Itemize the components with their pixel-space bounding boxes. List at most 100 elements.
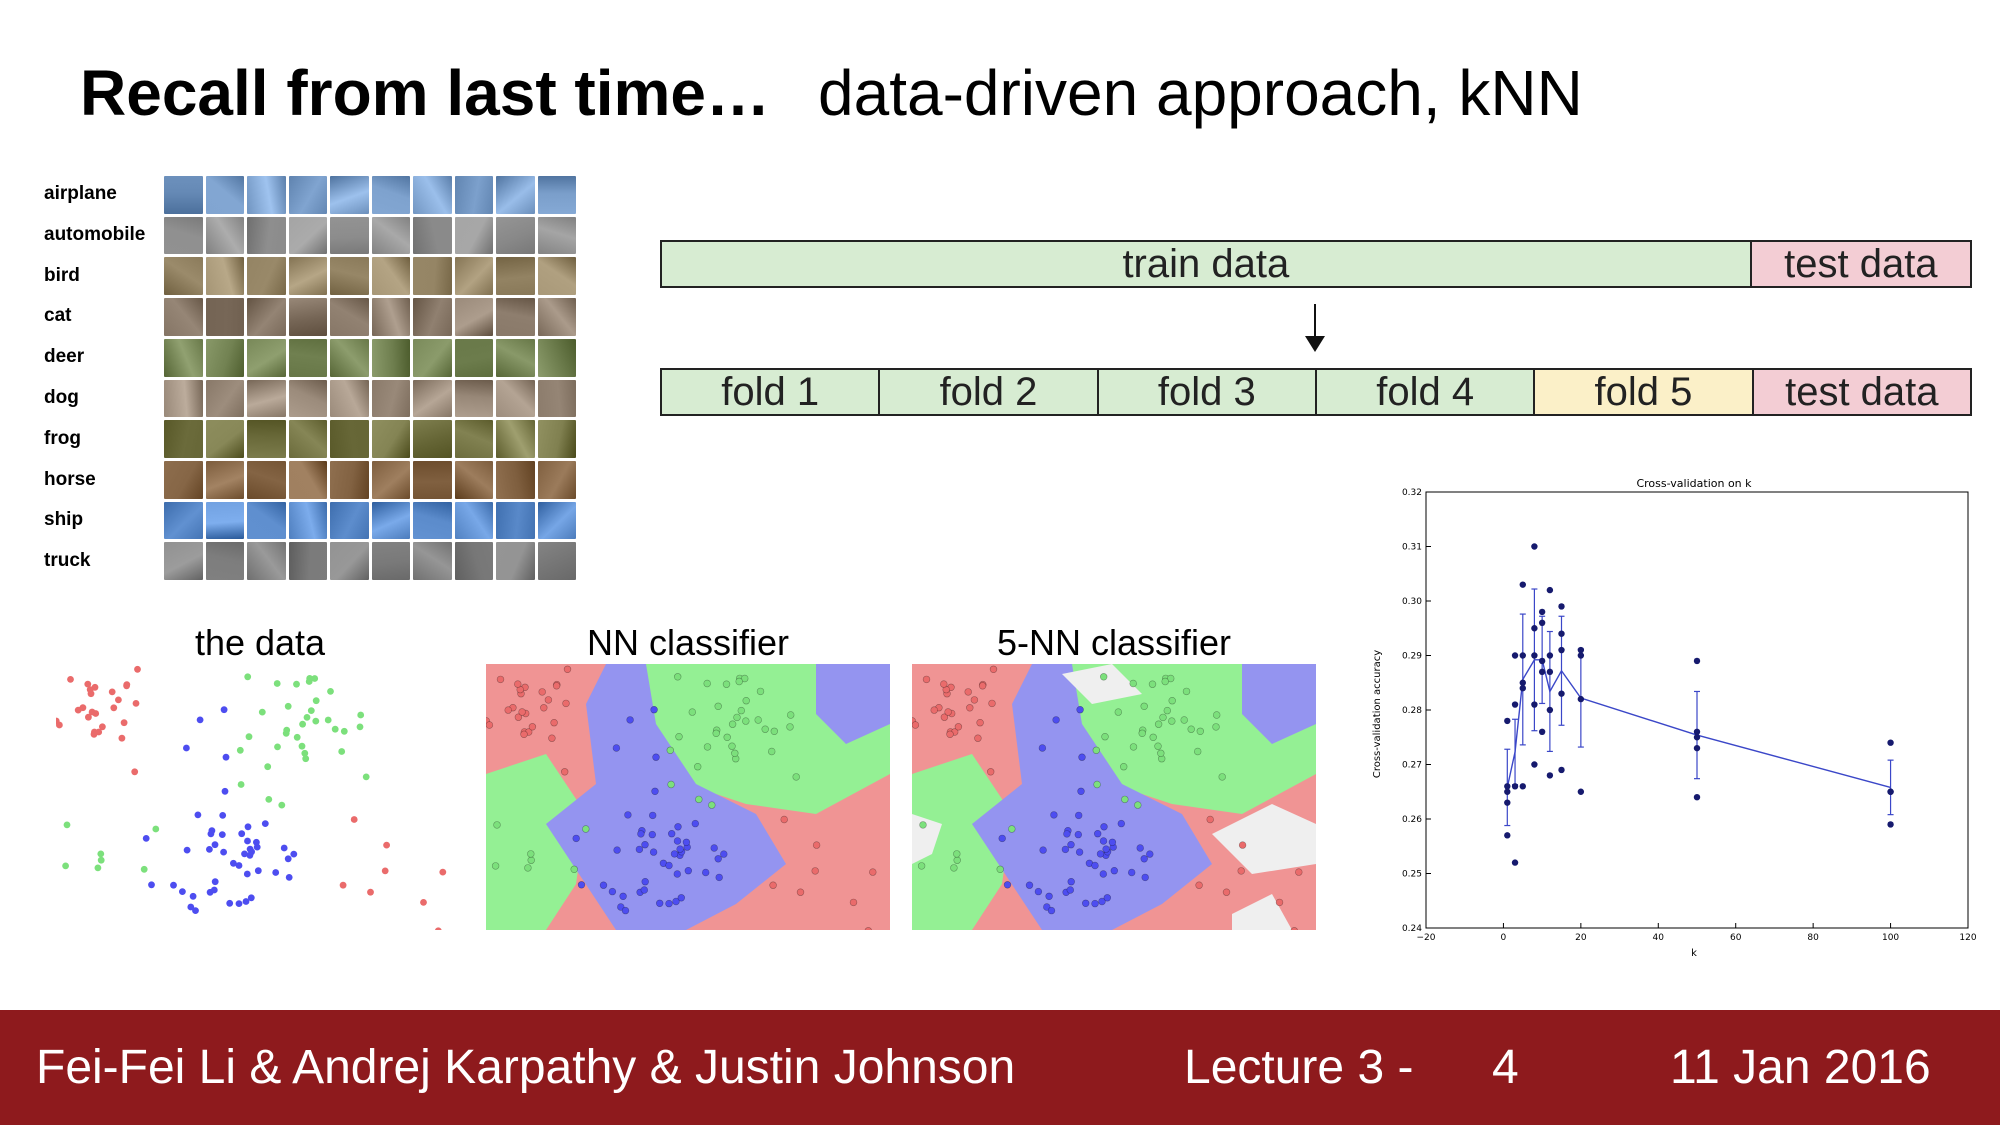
cifar-thumbnail: [164, 176, 203, 214]
data-point: [1213, 711, 1221, 719]
footer-bar: Fei-Fei Li & Andrej Karpathy & Justin Jo…: [0, 1010, 2000, 1125]
data-point: [183, 744, 190, 752]
data-point: [123, 682, 130, 690]
data-point: [714, 855, 722, 863]
data-point: [966, 704, 974, 712]
data-point: [1075, 848, 1084, 856]
data-point: [649, 848, 658, 856]
data-point: [221, 787, 229, 795]
cifar-thumbnail: [496, 338, 535, 377]
data-point: [769, 881, 777, 889]
cifar-thumbnail: [164, 379, 203, 418]
accuracy-point: [1519, 581, 1526, 588]
data-point: [235, 900, 243, 907]
accuracy-point: [1504, 788, 1511, 795]
data-point: [67, 676, 74, 683]
data-point: [207, 830, 215, 838]
data-point: [869, 868, 877, 876]
data-point: [312, 697, 320, 705]
data-point: [652, 753, 660, 761]
cifar-thumbnail: [330, 257, 369, 296]
data-point: [134, 665, 141, 673]
data-point: [1238, 841, 1247, 849]
cifar-thumbnail: [413, 501, 452, 540]
data-point: [179, 888, 186, 895]
region-unassigned: [1212, 804, 1316, 874]
data-point: [988, 699, 996, 708]
data-point: [1163, 706, 1172, 715]
data-point: [140, 865, 148, 873]
data-point: [242, 898, 250, 905]
data-point: [62, 862, 69, 870]
cifar-thumbnail: [288, 338, 327, 377]
class-label-airplane: airplane: [44, 183, 117, 204]
data-point: [761, 725, 769, 733]
data-point: [786, 723, 794, 731]
data-point: [742, 696, 750, 705]
x-tick-label: 120: [1959, 933, 1976, 943]
data-point: [1154, 742, 1162, 750]
y-tick-label: 0.32: [1402, 488, 1422, 498]
cifar-thumbnail: [413, 257, 452, 296]
cifar-thumbnail: [371, 257, 410, 296]
data-scatter-panel: [56, 665, 447, 930]
data-point: [919, 821, 927, 829]
data-point: [237, 781, 245, 788]
data-point: [331, 725, 339, 733]
data-point: [293, 733, 301, 741]
data-point: [420, 899, 427, 906]
accuracy-point: [1504, 799, 1511, 806]
data-point: [218, 831, 226, 838]
data-point: [864, 927, 872, 930]
data-point: [562, 699, 570, 708]
cifar-thumbnail: [164, 338, 203, 377]
data-point: [953, 856, 961, 864]
data-point: [1063, 830, 1071, 838]
x-tick-label: 80: [1807, 933, 1819, 943]
accuracy-point: [1887, 788, 1894, 795]
class-label-truck: truck: [44, 550, 91, 572]
data-point: [608, 887, 617, 896]
data-point: [496, 675, 505, 684]
cifar-thumbnail: [454, 460, 493, 499]
data-point: [703, 743, 712, 751]
cifar-thumbnail: [164, 257, 203, 296]
data-point: [514, 680, 522, 688]
data-point: [1075, 811, 1083, 820]
cifar-thumbnail: [247, 420, 286, 458]
data-point: [222, 753, 230, 761]
region-green: [486, 754, 586, 930]
data-point: [381, 867, 389, 875]
data-point: [741, 674, 749, 683]
data-point: [258, 708, 266, 716]
data-point: [206, 846, 213, 853]
data-point: [226, 899, 234, 907]
accuracy-point: [1577, 695, 1585, 703]
data-point: [641, 841, 649, 849]
data-point: [235, 862, 243, 869]
class-label-automobile: automobile: [44, 223, 146, 245]
data-point: [917, 862, 926, 870]
accuracy-point: [1531, 761, 1538, 768]
data-point: [656, 899, 664, 908]
data-point: [211, 841, 219, 849]
data-point: [211, 878, 219, 886]
data-point: [1098, 897, 1106, 906]
data-point: [563, 665, 572, 674]
data-point: [1076, 705, 1084, 714]
data-point: [996, 865, 1004, 874]
data-point: [220, 848, 228, 856]
cifar-image-grid: [164, 176, 576, 580]
data-point: [922, 675, 931, 684]
cifar-thumbnail: [537, 176, 576, 214]
data-point: [1187, 725, 1195, 733]
data-point: [787, 711, 795, 719]
data-point: [552, 682, 561, 690]
accuracy-point: [1511, 859, 1519, 866]
data-point: [1074, 830, 1083, 839]
data-point: [253, 838, 260, 846]
cifar-thumbnail: [205, 176, 244, 214]
y-tick-label: 0.28: [1402, 706, 1422, 716]
data-point: [293, 680, 300, 688]
region-blue: [1242, 664, 1316, 744]
